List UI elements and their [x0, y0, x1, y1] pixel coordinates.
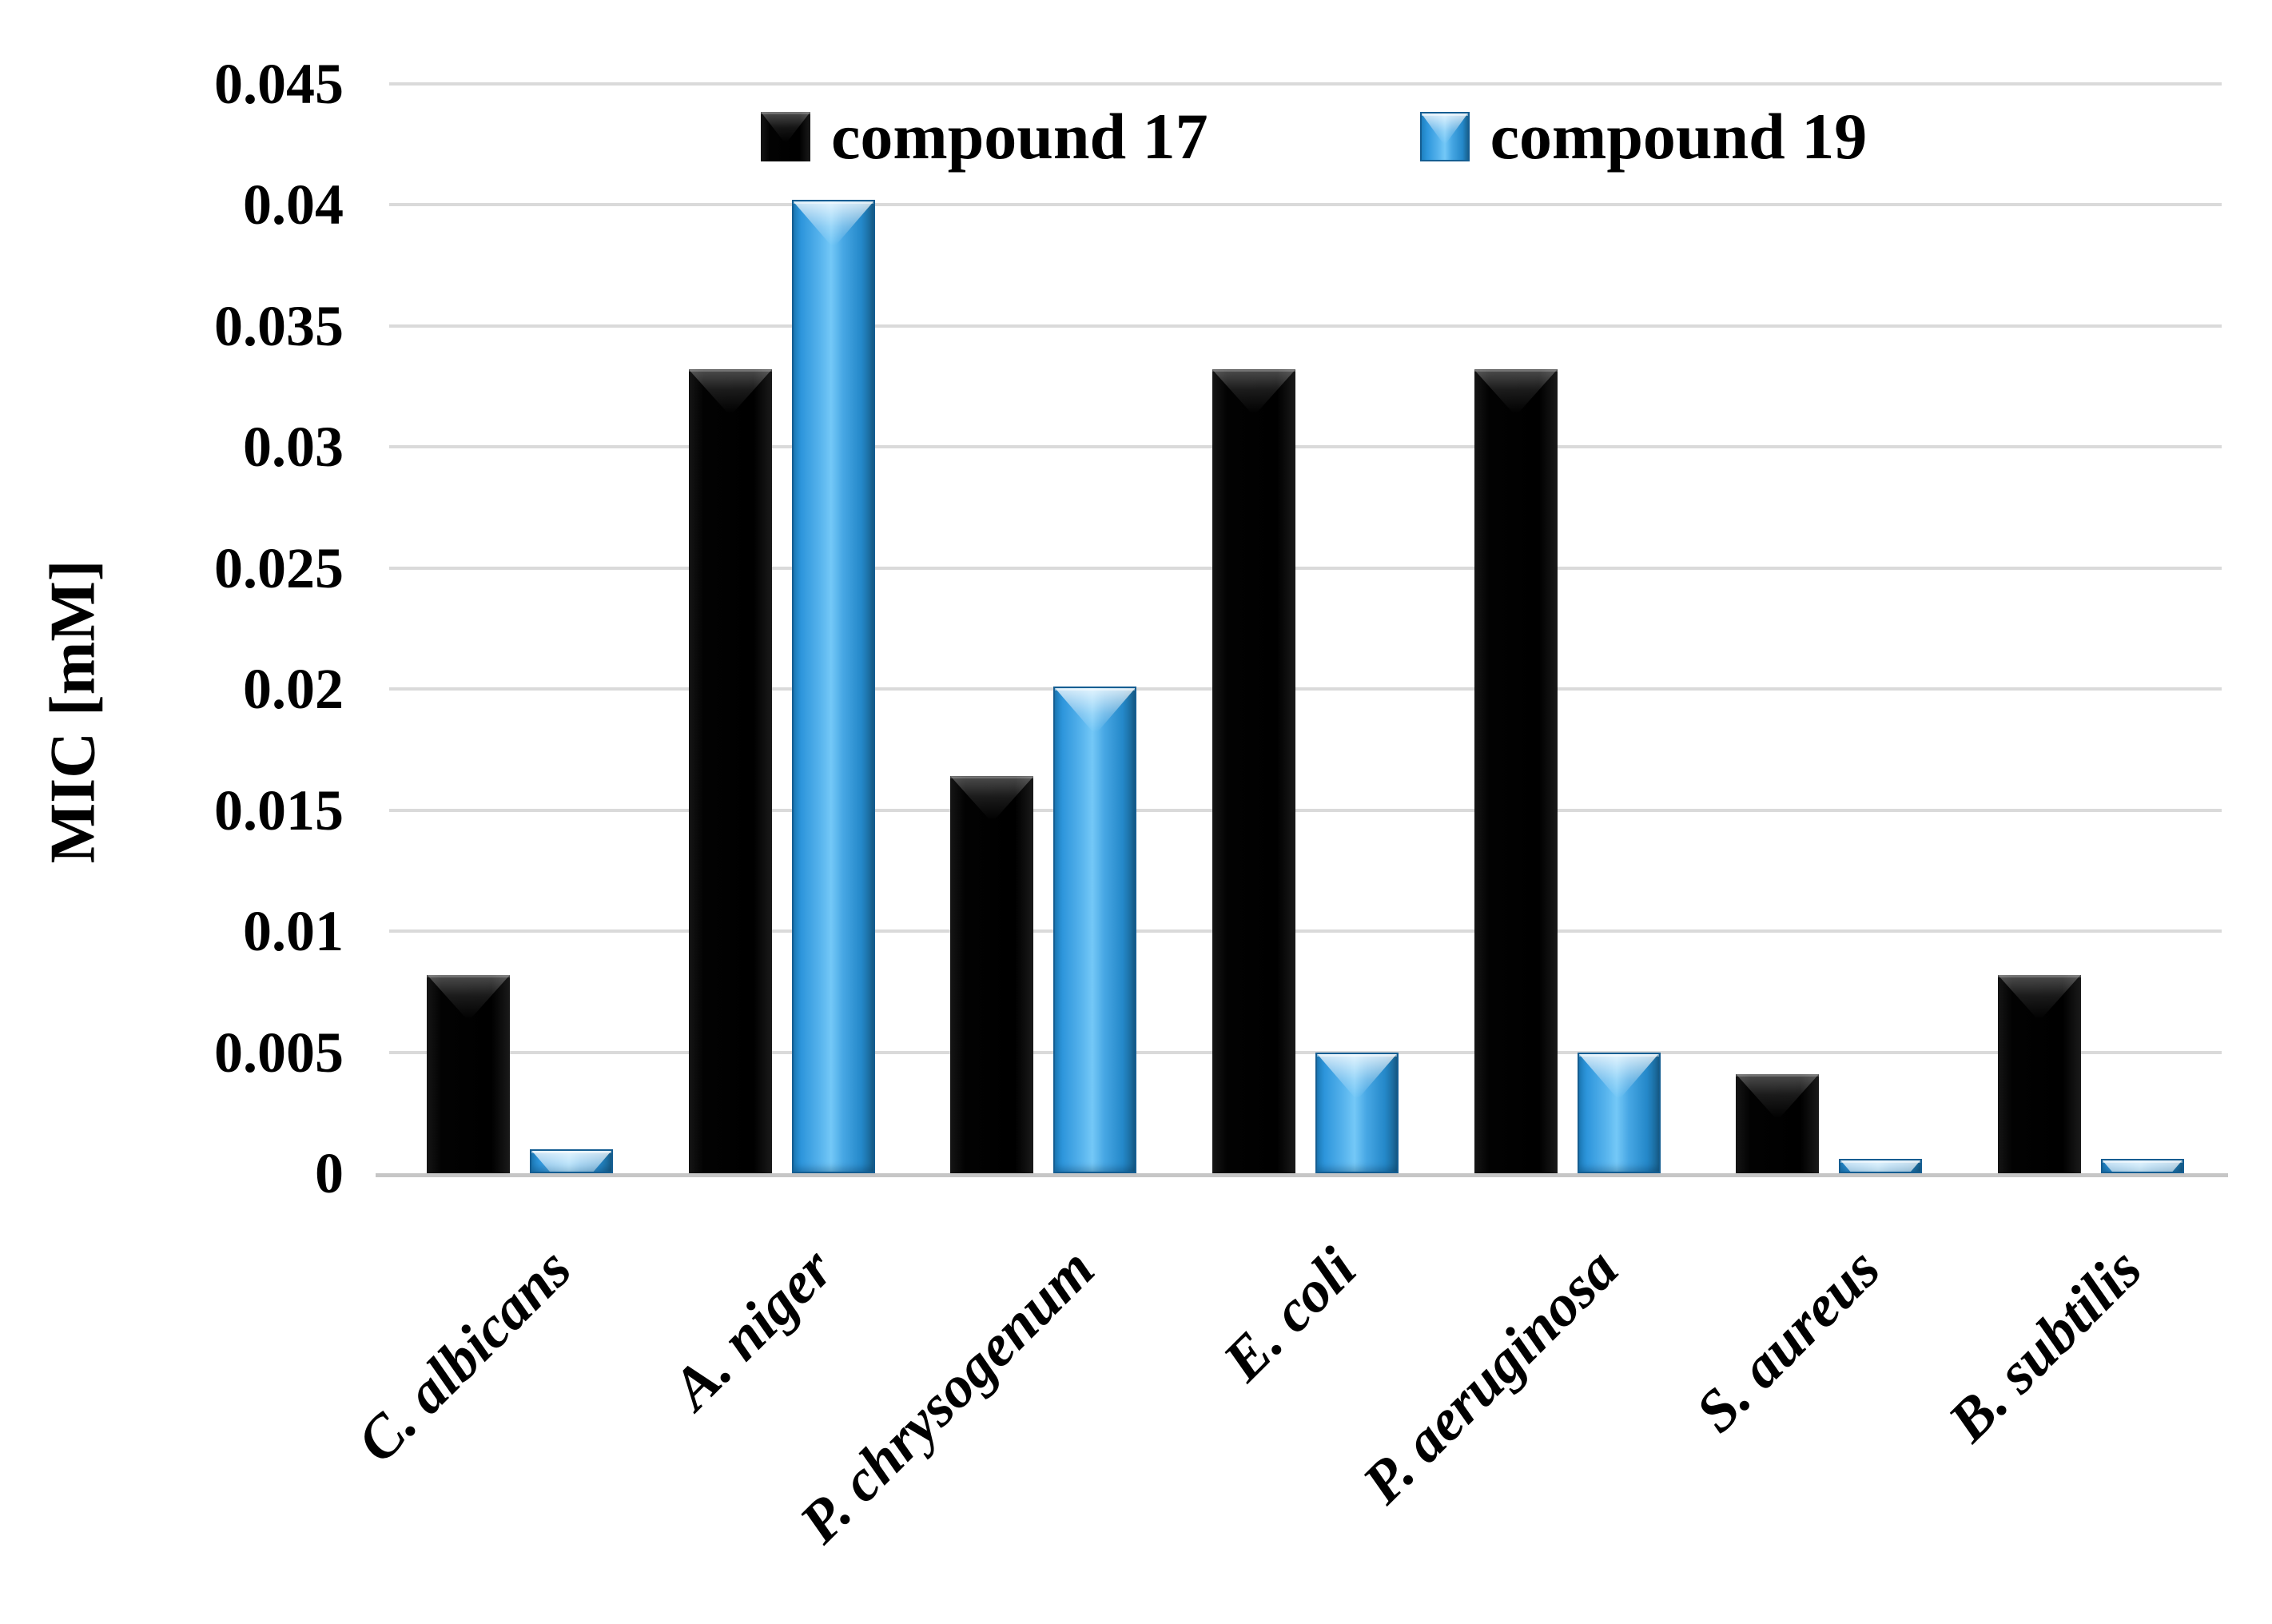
gridline-0.005: [389, 1050, 2222, 1054]
bar-top-bevel: [1840, 1160, 1921, 1172]
bar-compound-17-p-chrysogenum: [950, 776, 1034, 1173]
y-tick-label-0.025: 0.025: [214, 535, 344, 600]
gridline-0.035: [389, 324, 2222, 328]
bar-top-bevel: [1736, 1073, 1820, 1120]
y-tick-label-0.035: 0.035: [214, 293, 344, 358]
gridline-0.03: [389, 445, 2222, 449]
bar-compound-17-e-coli: [1212, 369, 1295, 1173]
bar-top-bevel: [1997, 974, 2081, 1021]
gridline-0.025: [389, 566, 2222, 570]
bar-compound-19-c-albicans: [530, 1148, 614, 1173]
y-tick-label-0.005: 0.005: [214, 1020, 344, 1085]
x-category-label-c-albicans: C. albicans: [344, 1236, 584, 1475]
y-tick-label-0: 0: [315, 1141, 344, 1205]
bar-top-bevel: [1055, 688, 1136, 735]
bar-compound-19-p-aeruginosa: [1577, 1052, 1661, 1173]
gridline-0.015: [389, 808, 2222, 812]
bar-top-bevel: [950, 776, 1034, 823]
bar-compound-17-c-albicans: [427, 974, 511, 1173]
bar-compound-17-s-aureus: [1736, 1073, 1820, 1173]
x-category-label-a-niger: A. niger: [659, 1236, 846, 1422]
gridline-0.02: [389, 687, 2222, 691]
bar-top-bevel: [1578, 1053, 1659, 1101]
chart-legend: compound 17 compound 19: [761, 99, 1867, 174]
legend-swatch-compound-19-icon: [1419, 112, 1470, 161]
bar-top-bevel: [793, 201, 873, 249]
legend-swatch-compound-17-icon: [761, 112, 810, 161]
y-tick-label-0.02: 0.02: [243, 657, 344, 722]
legend-item-compound-17: compound 17: [761, 99, 1208, 174]
legend-item-compound-19: compound 19: [1419, 99, 1868, 174]
bar-top-bevel: [1474, 369, 1558, 416]
bar-compound-17-b-subtilis: [1997, 974, 2081, 1173]
y-tick-label-0.03: 0.03: [243, 415, 344, 480]
bar-top-bevel: [531, 1150, 612, 1172]
bar-compound-19-e-coli: [1315, 1052, 1399, 1173]
bar-top-bevel: [688, 369, 772, 416]
legend-label-compound-17: compound 17: [831, 100, 1208, 173]
bar-top-bevel: [1317, 1053, 1397, 1101]
bar-compound-19-p-chrysogenum: [1053, 687, 1137, 1173]
x-category-label-p-aeruginosa: P. aeruginosa: [1350, 1236, 1631, 1517]
swatch-bevel: [1421, 113, 1468, 145]
gridline-0.045: [389, 82, 2222, 86]
y-tick-label-0.01: 0.01: [243, 899, 344, 964]
x-category-label-b-subtilis: B. subtilis: [1936, 1236, 2155, 1455]
x-category-label-s-aureus: S. aureus: [1683, 1236, 1893, 1445]
x-category-label-e-coli: E. coli: [1211, 1236, 1369, 1394]
legend-label-compound-19: compound 19: [1490, 100, 1868, 173]
bar-compound-17-a-niger: [688, 369, 772, 1173]
x-axis-line: [376, 1173, 2228, 1177]
bar-compound-19-a-niger: [791, 200, 875, 1173]
bar-top-bevel: [2102, 1160, 2182, 1172]
gridline-0.04: [389, 203, 2222, 207]
gridline-0.01: [389, 929, 2222, 933]
y-tick-label-0.015: 0.015: [214, 778, 344, 842]
bar-compound-19-s-aureus: [1839, 1158, 1923, 1173]
bar-compound-17-p-aeruginosa: [1474, 369, 1558, 1173]
bar-compound-19-b-subtilis: [2100, 1158, 2184, 1173]
bar-top-bevel: [1212, 369, 1295, 416]
bar-top-bevel: [427, 974, 511, 1021]
y-tick-label-0.045: 0.045: [214, 52, 344, 116]
y-tick-label-0.04: 0.04: [243, 173, 344, 237]
swatch-bevel: [761, 112, 810, 144]
